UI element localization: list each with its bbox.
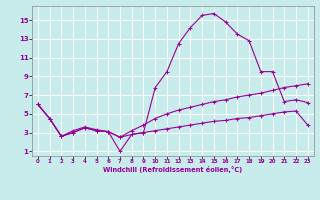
X-axis label: Windchill (Refroidissement éolien,°C): Windchill (Refroidissement éolien,°C) [103,166,243,173]
